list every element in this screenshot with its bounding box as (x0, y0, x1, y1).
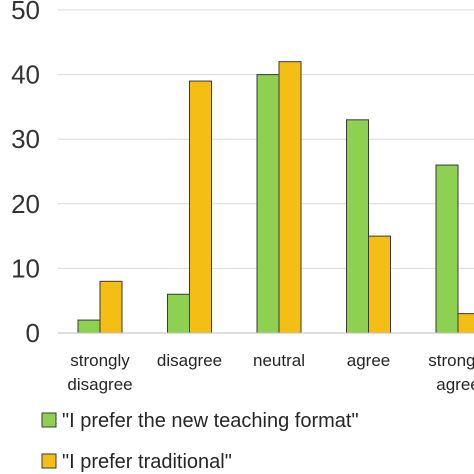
bars (77, 61, 474, 334)
bar-series-2 (278, 61, 302, 334)
bar-series-1 (256, 74, 280, 334)
bar-series-2 (189, 80, 212, 334)
y-tick-label: 10 (11, 253, 40, 283)
bar-series-1 (346, 119, 369, 334)
x-category-label: strongly (428, 351, 474, 370)
x-category-label: neutral (253, 351, 305, 370)
bar-series-2 (457, 313, 474, 334)
legend-swatch (41, 412, 57, 428)
x-category-label: agree (436, 375, 474, 394)
y-tick-label: 40 (11, 60, 40, 90)
bar-series-1 (77, 319, 101, 334)
y-tick-label: 20 (11, 189, 40, 219)
x-axis-categories: strongly disagree disagree neutral agree stro… (67, 351, 474, 394)
x-category-label: disagree (67, 375, 132, 394)
bar-series-2 (99, 280, 123, 334)
legend-label: "I prefer the new teaching format" (62, 410, 359, 432)
legend-swatch (41, 453, 57, 469)
x-category-label: agree (347, 351, 390, 370)
x-category-label: disagree (157, 351, 222, 370)
y-tick-label: 0 (26, 318, 40, 348)
bar-series-1 (167, 293, 190, 334)
legend: "I prefer the new teaching format" "I pre… (41, 410, 359, 473)
x-category-label: strongly (70, 351, 130, 370)
y-tick-label: 50 (11, 0, 40, 25)
y-tick-label: 30 (11, 124, 40, 154)
y-axis-ticks: 0 10 20 30 40 50 (11, 0, 40, 348)
bar-series-2 (368, 235, 391, 334)
bar-series-1 (435, 164, 459, 334)
legend-label: "I prefer traditional" (62, 451, 232, 473)
